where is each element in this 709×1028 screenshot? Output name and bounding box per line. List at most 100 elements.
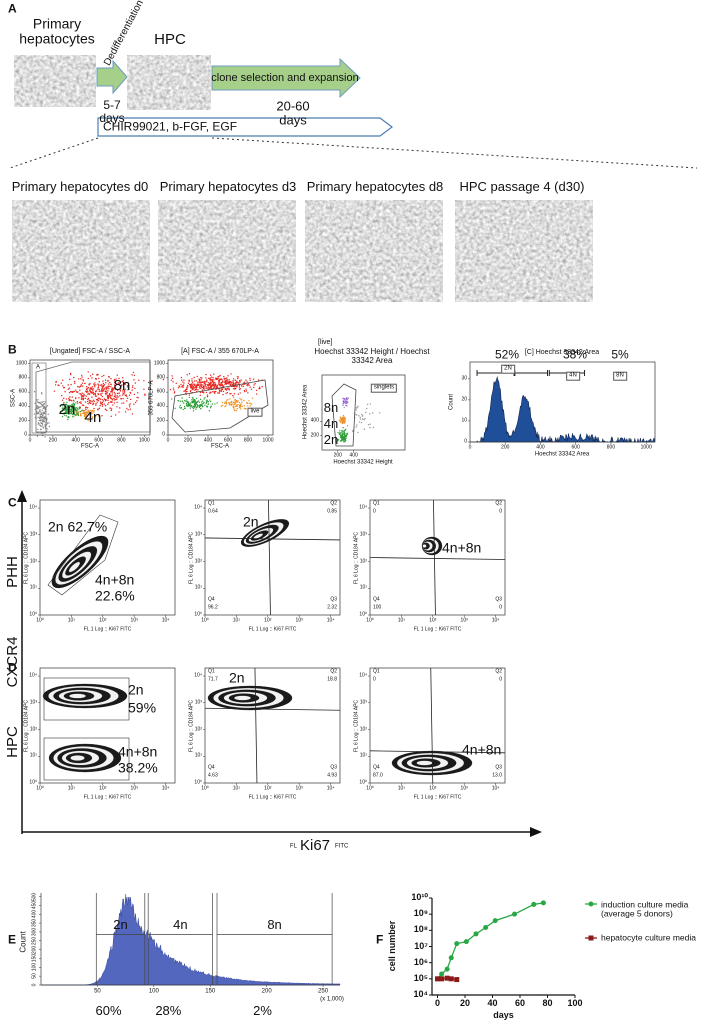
event-dot [124,394,127,397]
y-axis-label: Hoechst 33342 Area [302,384,309,440]
arrow [97,117,393,137]
y-tick-label: 10⁴ [194,672,202,679]
event-dot [61,415,64,418]
event-dot [101,415,103,417]
x-tick-label: 10⁴ [161,617,170,624]
event-dot [195,388,198,391]
event-dot [258,379,260,381]
event-dot [40,403,43,405]
data-point [444,975,450,981]
arrow-head [17,490,27,502]
event-dot [229,384,232,386]
event-dot [225,401,228,403]
event-dot [188,404,190,407]
y-tick-label: 10³ [359,699,367,706]
event-dot [344,418,346,420]
event-dot [105,390,107,393]
event-dot [75,391,78,393]
event-dot [101,403,103,405]
event-dot [189,407,191,409]
event-dot [79,410,82,413]
event-dot [103,384,106,386]
event-dot [225,383,228,385]
event-dot [214,381,216,384]
event-dot [342,421,345,423]
event-dot [205,400,208,402]
event-dot [87,403,89,405]
quadrant-line [254,667,258,784]
event-dot [93,400,95,403]
event-dot [181,397,183,399]
y-tick-label: 600 [18,388,27,395]
quadrant-value: 0 [499,604,502,611]
event-dot [192,381,194,384]
event-dot [233,393,236,395]
event-dot [41,409,43,412]
event-dot [193,387,196,389]
event-dot [134,382,136,384]
x-axis-label: FL 1 Log :: Ki67 FITC [248,626,297,633]
y-tick-label: 10⁴ [194,504,202,511]
event-dot [232,403,234,405]
x-tick-label: 1000 [138,437,150,444]
event-dot [39,420,42,422]
event-dot [237,393,240,395]
event-dot [81,404,84,406]
event-dot [73,380,76,383]
x-tick-label: 100 [148,988,159,995]
event-dot [80,378,82,380]
event-dot [191,401,193,403]
data-point [444,966,450,972]
event-dot [107,390,109,392]
event-dot [121,402,123,404]
event-dot [228,379,230,381]
event-dot [39,424,41,426]
y-axis-label: FL 6 Log :: CD184 APC [23,531,30,584]
x-tick-label: 200 [501,444,510,451]
event-dot [70,391,72,393]
gate-percent: 2% [253,1002,272,1018]
event-dot [42,407,45,409]
gate [331,383,357,447]
label: clone selection and expansion [211,71,359,84]
event-dot [107,403,109,406]
event-dot [183,379,185,381]
event-dot [87,397,90,400]
plot-frame [39,499,176,616]
event-dot [133,379,135,381]
event-dot [118,411,120,413]
event-dot [252,378,255,380]
event-dot [126,384,129,387]
event-dot [345,400,347,402]
event-dot [199,404,201,406]
event-dot [66,412,68,414]
y-tick-label: 10⁴ [359,672,367,679]
event-dot [117,389,119,392]
event-dot [211,380,213,382]
x-tick-label: 10⁴ [326,785,335,792]
event-dot [225,380,227,383]
event-dot [229,393,231,395]
event-dot [188,380,190,382]
data-point [454,941,460,947]
event-dot [204,383,206,385]
event-dot [342,435,345,438]
quadrant-line [369,750,506,754]
event-dot [218,383,220,386]
event-dot [343,440,345,443]
event-dot [101,384,103,386]
y-tick-label: 350 [31,918,38,928]
event-dot [179,386,181,388]
event-dot [82,397,84,399]
ploidy-label: 38.2% [118,759,158,776]
event-dot [226,377,228,379]
event-dot [111,387,114,389]
x-unit: (x 1,000) [320,996,344,1003]
event-dot [183,390,185,393]
histogram [470,375,656,444]
event-dot [126,400,128,402]
event-dot [346,398,349,401]
event-dot [185,403,188,405]
event-dot [239,408,242,410]
event-dot [103,398,106,400]
